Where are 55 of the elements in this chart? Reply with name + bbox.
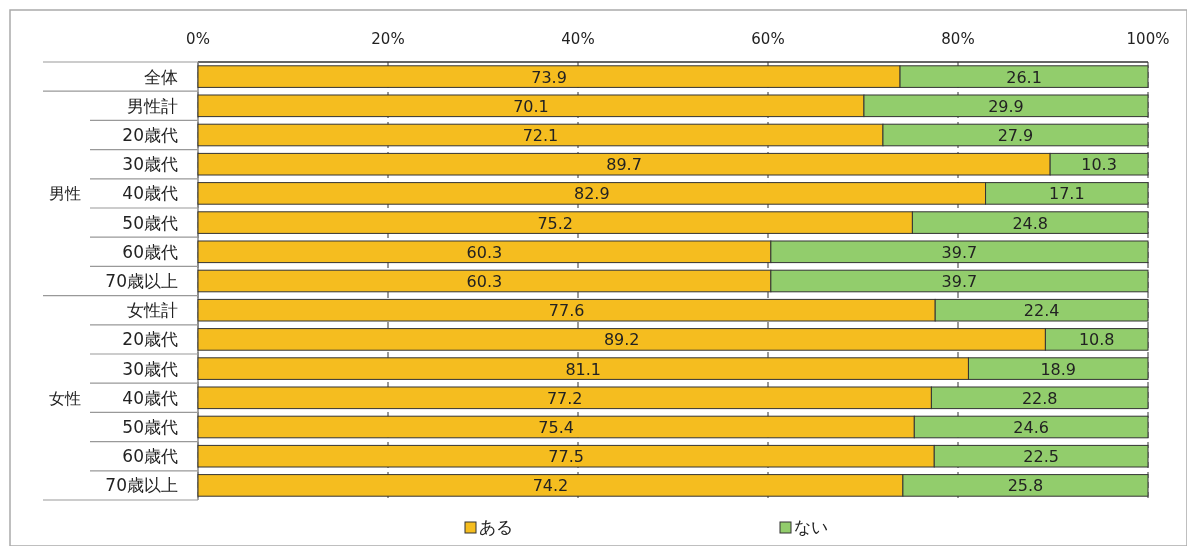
data-label: 77.6 xyxy=(548,301,585,321)
data-label: 25.8 xyxy=(1007,476,1044,496)
x-tick-label: 60% xyxy=(751,30,785,48)
data-label: 22.8 xyxy=(1021,388,1058,408)
x-tick-label: 80% xyxy=(941,30,975,48)
data-label: 77.5 xyxy=(548,447,584,467)
y-tick-label: 30歳代 xyxy=(122,358,178,379)
data-label: 39.7 xyxy=(941,242,978,262)
data-label: 24.8 xyxy=(1012,213,1049,233)
data-label: 29.9 xyxy=(988,96,1024,116)
data-label: 75.4 xyxy=(538,418,574,437)
x-tick-label: 0% xyxy=(186,30,210,48)
data-label: 10.3 xyxy=(1081,155,1117,175)
y-tick-label: 20歳代 xyxy=(122,329,178,350)
data-label: 89.2 xyxy=(603,330,640,350)
data-label: 18.9 xyxy=(1040,359,1077,379)
x-tick-label: 40% xyxy=(561,30,595,48)
y-tick-label: 20歳代 xyxy=(122,125,178,145)
data-label: 89.7 xyxy=(606,155,642,175)
y-tick-label: 男性計 xyxy=(127,95,178,116)
data-label: 81.1 xyxy=(565,359,602,379)
data-label: 39.7 xyxy=(941,272,978,291)
y-tick-label: 女性計 xyxy=(127,300,178,321)
data-label: 70.1 xyxy=(513,96,549,116)
y-tick-label: 50歳代 xyxy=(122,417,178,437)
y-tick-label: 60歳代 xyxy=(122,446,178,467)
y-tick-label: 全体 xyxy=(144,66,178,87)
y-tick-label: 70歳以上 xyxy=(105,271,178,291)
data-label: 77.2 xyxy=(546,388,583,408)
data-label: 72.1 xyxy=(522,126,559,145)
data-label: 73.9 xyxy=(531,67,567,87)
x-tick-label: 100% xyxy=(1126,30,1170,48)
data-label: 17.1 xyxy=(1048,184,1085,204)
data-label: 24.6 xyxy=(1013,418,1049,437)
y-tick-label: 70歳以上 xyxy=(105,475,178,496)
y-tick-label: 40歳代 xyxy=(122,183,178,204)
x-tick-label: 20% xyxy=(371,30,405,48)
data-label: 10.8 xyxy=(1078,330,1115,350)
y-tick-label: 50歳代 xyxy=(122,212,178,233)
data-label: 60.3 xyxy=(466,242,503,262)
data-label: 22.5 xyxy=(1023,447,1059,467)
data-label: 27.9 xyxy=(997,126,1034,145)
data-label: 75.2 xyxy=(537,213,574,233)
data-label: 74.2 xyxy=(532,476,569,496)
y-tick-label: 30歳代 xyxy=(122,154,178,175)
text: 男性 xyxy=(49,184,81,204)
legend-label: ない xyxy=(794,517,828,537)
data-label: 26.1 xyxy=(1006,67,1042,87)
data-label: 82.9 xyxy=(573,184,610,204)
data-label: 22.4 xyxy=(1023,301,1060,321)
y-tick-label: 40歳代 xyxy=(122,387,178,408)
legend-label: ある xyxy=(479,517,513,537)
text: 女性 xyxy=(49,388,81,408)
data-label: 60.3 xyxy=(466,272,503,291)
y-tick-label: 60歳代 xyxy=(122,241,178,262)
